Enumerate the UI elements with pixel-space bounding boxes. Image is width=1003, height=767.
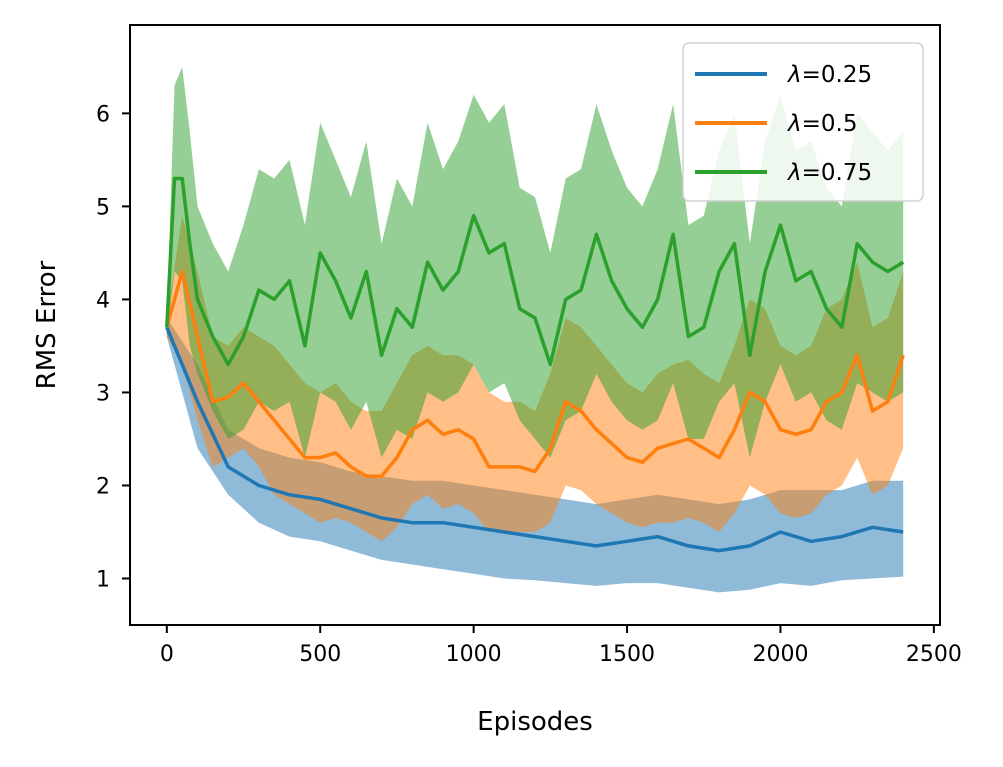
legend-lambda-value: =0.75 [802, 160, 872, 186]
line-series-2 [165, 269, 905, 478]
x-tick-label: 2500 [906, 642, 962, 667]
y-tick-label: 2 [96, 474, 110, 499]
line-series-1 [165, 326, 904, 553]
legend-label-series-1: λ=0.25 [786, 62, 872, 88]
x-axis-title: Episodes [477, 707, 593, 737]
legend-lambda-value: =0.25 [802, 62, 872, 88]
x-axis: 0 500 1000 1500 2000 2500 [160, 625, 962, 667]
legend-label-series-2: λ=0.5 [786, 111, 857, 137]
y-tick-label: 6 [96, 102, 110, 127]
legend-lambda-value: =0.5 [802, 111, 858, 137]
y-axis-title: RMS Error [32, 260, 62, 389]
band-series-2 [166, 215, 904, 542]
plot-area-frame [129, 24, 941, 626]
legend-lambda-symbol: λ [786, 160, 802, 186]
line-series-3 [165, 176, 905, 367]
legend: λ=0.25λ=0.5λ=0.75 [682, 42, 924, 202]
legend-label-series-3: λ=0.75 [786, 160, 872, 186]
legend-box [682, 42, 924, 202]
y-tick-label: 5 [96, 195, 110, 220]
x-tick-label: 1000 [446, 642, 502, 667]
legend-lambda-symbol: λ [786, 111, 802, 137]
series-lines [165, 176, 905, 553]
y-tick-label: 4 [96, 288, 110, 313]
x-tick-label: 500 [299, 642, 341, 667]
y-axis: 1 2 3 4 5 6 [96, 102, 130, 592]
y-tick-label: 1 [96, 567, 110, 592]
legend-lambda-symbol: λ [786, 62, 802, 88]
x-tick-label: 2000 [752, 642, 808, 667]
y-tick-label: 3 [96, 381, 110, 406]
x-tick-label: 0 [160, 642, 174, 667]
x-tick-label: 1500 [599, 642, 655, 667]
